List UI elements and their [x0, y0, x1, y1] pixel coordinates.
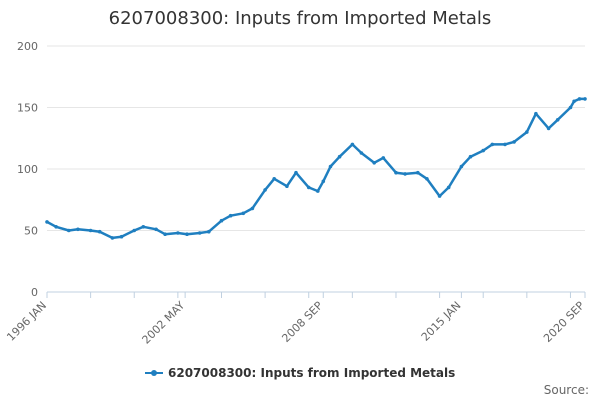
data-point[interactable]	[154, 227, 158, 232]
data-point[interactable]	[481, 148, 486, 153]
data-point[interactable]	[228, 213, 233, 218]
series-layer	[45, 97, 587, 240]
data-point[interactable]	[54, 225, 58, 229]
data-point[interactable]	[219, 218, 224, 223]
legend-marker	[151, 370, 157, 376]
y-tick-label: 150	[17, 102, 38, 115]
series-line[interactable]	[45, 97, 587, 240]
data-point[interactable]	[185, 232, 189, 236]
data-point[interactable]	[197, 231, 202, 235]
data-point[interactable]	[577, 97, 582, 101]
data-point[interactable]	[468, 154, 473, 159]
x-tick-label: 1996 JAN	[4, 299, 49, 344]
data-point[interactable]	[437, 194, 442, 198]
data-point[interactable]	[163, 232, 167, 236]
data-point[interactable]	[321, 179, 326, 184]
data-point[interactable]	[294, 170, 298, 175]
data-point[interactable]	[241, 211, 246, 216]
data-point[interactable]	[459, 164, 464, 169]
data-point[interactable]	[250, 206, 255, 211]
data-point[interactable]	[503, 142, 507, 147]
source-label: Source:	[544, 383, 589, 397]
data-point[interactable]	[512, 140, 516, 144]
y-tick-label: 50	[24, 225, 38, 238]
data-point[interactable]	[359, 151, 364, 155]
data-point[interactable]	[119, 234, 124, 239]
data-point[interactable]	[572, 99, 576, 104]
data-point[interactable]	[425, 177, 429, 181]
data-point[interactable]	[568, 105, 573, 110]
data-point[interactable]	[337, 154, 342, 159]
data-point[interactable]	[534, 111, 538, 116]
data-point[interactable]	[207, 229, 211, 234]
legend-label: 6207008300: Inputs from Imported Metals	[168, 366, 455, 380]
data-point[interactable]	[97, 229, 102, 234]
data-point[interactable]	[67, 228, 71, 233]
data-point[interactable]	[555, 118, 560, 122]
y-tick-label: 100	[17, 163, 38, 176]
data-point[interactable]	[372, 161, 377, 165]
data-point[interactable]	[394, 170, 398, 175]
data-point[interactable]	[328, 164, 333, 169]
x-tick-label: 2015 JAN	[419, 299, 464, 344]
data-point[interactable]	[110, 236, 115, 240]
data-point[interactable]	[132, 228, 136, 233]
x-tick-label: 2002 MAY	[140, 299, 188, 347]
x-tick-label: 2020 SEP	[541, 299, 587, 345]
data-point[interactable]	[306, 185, 311, 190]
data-point[interactable]	[525, 130, 529, 134]
y-tick-label: 200	[17, 40, 38, 53]
axes: 0 50 100 150 200 1996 JAN 2002 MAY 2008 SEP 2015…	[4, 40, 587, 347]
data-point[interactable]	[446, 185, 451, 190]
data-point[interactable]	[88, 228, 93, 233]
grid-lines	[47, 45, 585, 231]
data-point[interactable]	[285, 184, 289, 188]
data-point[interactable]	[381, 156, 386, 160]
data-point[interactable]	[45, 220, 49, 224]
data-point[interactable]	[490, 142, 495, 147]
data-point[interactable]	[141, 225, 146, 229]
data-point[interactable]	[316, 189, 320, 193]
x-tick-label: 2008 SEP	[279, 299, 325, 345]
data-point[interactable]	[546, 126, 551, 131]
data-point[interactable]	[416, 170, 420, 175]
y-tick-label: 0	[31, 286, 38, 299]
data-point[interactable]	[176, 231, 180, 235]
data-point[interactable]	[350, 142, 355, 147]
data-point[interactable]	[272, 177, 277, 181]
data-point[interactable]	[583, 97, 587, 101]
legend[interactable]: 6207008300: Inputs from Imported Metals	[145, 366, 455, 380]
chart-title: 6207008300: Inputs from Imported Metals	[109, 8, 492, 29]
data-point[interactable]	[76, 227, 80, 232]
data-point[interactable]	[263, 188, 267, 192]
data-point[interactable]	[403, 172, 407, 176]
